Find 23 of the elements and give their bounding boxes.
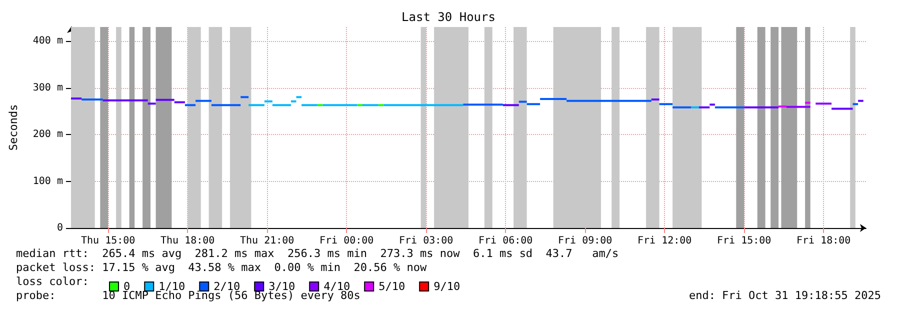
y-tick-label: 200 m xyxy=(32,129,63,140)
x-tick-label: Fri 03:00 xyxy=(399,236,454,246)
y-tick-label: 0 xyxy=(56,222,63,234)
text: median rtt: 265.4 ms avg 281.2 ms max 256.3 ms min 273.3 ms now 6.1 ms sd 43.7 am/s xyxy=(16,247,619,260)
x-tick-label: Fri 15:00 xyxy=(717,236,772,246)
y-tick-label: 100 m xyxy=(32,176,63,187)
x-tick-label: Fri 00:00 xyxy=(320,236,374,246)
x-tick-label: Fri 18:00 xyxy=(796,236,851,246)
x-tick-label: Fri 09:00 xyxy=(558,236,612,246)
y-tick-label: 300 m xyxy=(32,82,63,94)
x-tick-label: Thu 15:00 xyxy=(81,236,136,246)
chart-title: Last 30 Hours xyxy=(402,10,496,24)
x-tick-label: Fri 06:00 xyxy=(478,236,533,246)
legend-title: loss color: xyxy=(16,275,89,288)
legend-label: 9/10 xyxy=(434,280,460,293)
x-tick-label: Thu 18:00 xyxy=(160,236,215,246)
y-axis-title: Seconds xyxy=(7,104,20,151)
x-tick-label: Thu 21:00 xyxy=(240,236,294,246)
legend-label: 5/10 xyxy=(378,280,406,293)
y-tick-label: 400 m xyxy=(32,36,63,47)
text: packet loss: 17.15 % avg 43.58 % max 0.00 % min 20.56 % now xyxy=(16,261,427,274)
text: end: Fri Oct 31 19:18:55 2025 xyxy=(688,289,882,302)
x-tick-label: Fri 12:00 xyxy=(638,236,692,246)
